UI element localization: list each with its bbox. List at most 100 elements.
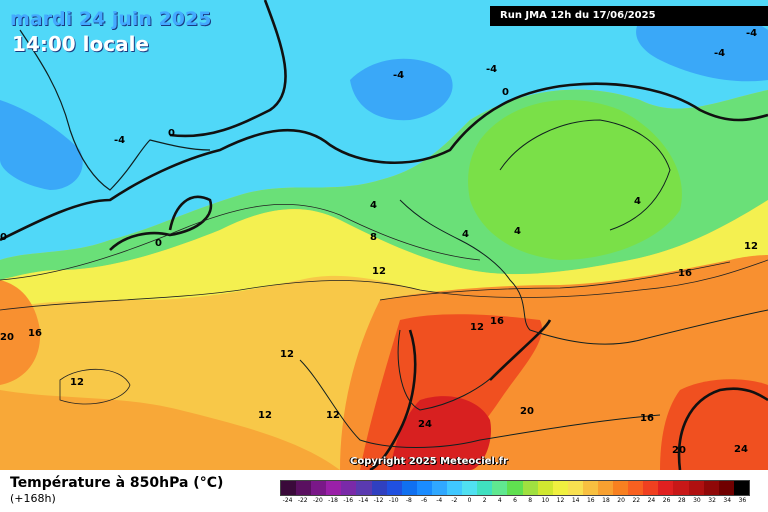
isotherm-label: 12 (280, 349, 294, 360)
isotherm-label: 4 (634, 196, 641, 207)
legend-tick-label: -18 (328, 497, 338, 504)
isotherm-label: -4 (114, 135, 125, 146)
cold-region (0, 0, 768, 260)
legend-swatch (552, 481, 568, 495)
isotherm-zero (0, 82, 768, 242)
legend-tick-label: 24 (647, 497, 656, 504)
legend-swatch (311, 481, 327, 495)
legend-tick-label: 30 (693, 497, 701, 504)
legend-swatch (507, 481, 523, 495)
map-svg: -4 -4 -4 -4 -4 0 0 0 0 4 4 4 4 8 12 12 1… (0, 0, 768, 470)
map-footer: Température à 850hPa (°C) (+168h) -24 -22… (0, 470, 768, 512)
legend-swatch (582, 481, 598, 495)
legend-tick-label: -20 (312, 497, 323, 504)
isotherm-label: 16 (640, 413, 654, 424)
legend-swatch (386, 481, 402, 495)
scandinavia-cool (468, 100, 682, 260)
legend-swatch (522, 481, 538, 495)
legend-tick-label: 22 (632, 497, 641, 504)
isotherm-label: 20 (520, 406, 534, 417)
isotherm-twelve-island (59, 368, 131, 405)
isotherm-label: 16 (490, 316, 504, 327)
cold-pocket-north (350, 58, 453, 121)
legend-swatch (447, 481, 463, 495)
legend-swatch (703, 481, 719, 495)
legend-tick-label: 0 (467, 497, 472, 504)
color-scale-legend (280, 480, 750, 496)
isotherm-label: 20 (0, 332, 14, 343)
legend-tick-label: -8 (405, 497, 412, 504)
legend-swatch (567, 481, 583, 495)
legend-swatch (477, 481, 493, 495)
hot-region-east (660, 379, 768, 470)
legend-swatch (416, 481, 432, 495)
legend-swatch (281, 481, 297, 495)
legend-tick-label: 34 (723, 497, 732, 504)
isotherm-label: 12 (258, 410, 272, 421)
isotherm-label: 16 (678, 268, 692, 279)
legend-swatch (371, 481, 387, 495)
legend-tick-label: -4 (436, 497, 443, 504)
coastline-greenland (19, 29, 211, 191)
legend-swatch (326, 481, 342, 495)
isotherm-label: 12 (70, 377, 84, 388)
legend-tick-label: 20 (617, 497, 625, 504)
forecast-local-time: 14:00 locale (12, 32, 149, 56)
legend-swatch (462, 481, 478, 495)
cold-pocket-west (0, 100, 83, 190)
map-title: Température à 850hPa (°C) (10, 475, 224, 491)
legend-tick-label: -10 (388, 497, 399, 504)
isotherm-label: 8 (370, 232, 377, 243)
legend-swatch (718, 481, 734, 495)
legend-swatch (296, 481, 312, 495)
legend-swatch (431, 481, 448, 495)
legend-tick-label: -14 (358, 497, 369, 504)
mild-region (0, 200, 768, 310)
legend-tick-label: 26 (662, 497, 671, 504)
legend-tick-label: 12 (556, 497, 565, 504)
hot-core (390, 396, 491, 470)
legend-swatch (673, 481, 689, 495)
coastline-africa (299, 359, 661, 448)
coastline-iberia (397, 329, 501, 411)
legend-tick-label: -22 (297, 497, 308, 504)
legend-swatch (643, 481, 659, 495)
legend-swatch (658, 481, 674, 495)
isotherm-label: 12 (744, 241, 758, 252)
forecast-date: mardi 24 juin 2025 (10, 8, 212, 30)
legend-swatch (341, 481, 357, 495)
legend-swatch (356, 481, 372, 495)
legend-tick-label: 32 (708, 497, 716, 504)
legend-tick-label: 18 (602, 497, 610, 504)
color-scale-ticks: -24 -22 -20 -18 -16 -14 -12 -10 -8 -6 -4 -2 0 2 4 6 8 10 1… (280, 497, 750, 507)
legend-tick-label: 8 (528, 497, 533, 504)
isotherm-label: 12 (326, 410, 340, 421)
legend-swatch (628, 481, 644, 495)
isotherm-twelve (0, 259, 768, 311)
legend-tick-label: -12 (373, 497, 384, 504)
legend-tick-label: 6 (513, 497, 517, 504)
isotherm-label: -4 (746, 28, 757, 39)
legend-swatch (597, 481, 614, 495)
legend-tick-label: -16 (343, 497, 354, 504)
legend-swatch (537, 481, 553, 495)
legend-swatch (733, 481, 749, 495)
legend-swatch (688, 481, 704, 495)
legend-tick-label: 16 (586, 497, 595, 504)
isotherm-label: 0 (168, 128, 175, 139)
isotherm-label: 24 (418, 419, 432, 430)
isotherm-four (0, 203, 481, 281)
lead-time: (+168h) (10, 492, 56, 505)
legend-tick-label: -2 (451, 497, 458, 504)
legend-tick-label: -6 (421, 497, 428, 504)
isotherm-zero-arctic (169, 0, 287, 138)
legend-swatch (613, 481, 629, 495)
isotherm-label: 4 (462, 229, 469, 240)
legend-tick-label: 28 (677, 497, 686, 504)
isotherm-label: 4 (514, 226, 521, 237)
run-info: Run JMA 12h du 17/06/2025 (490, 6, 768, 26)
warm-atlantic-band (0, 390, 340, 470)
legend-tick-label: 36 (738, 497, 747, 504)
temperature-map: -4 -4 -4 -4 -4 0 0 0 0 4 4 4 4 8 12 12 1… (0, 0, 768, 470)
legend-tick-label: 10 (541, 497, 550, 504)
